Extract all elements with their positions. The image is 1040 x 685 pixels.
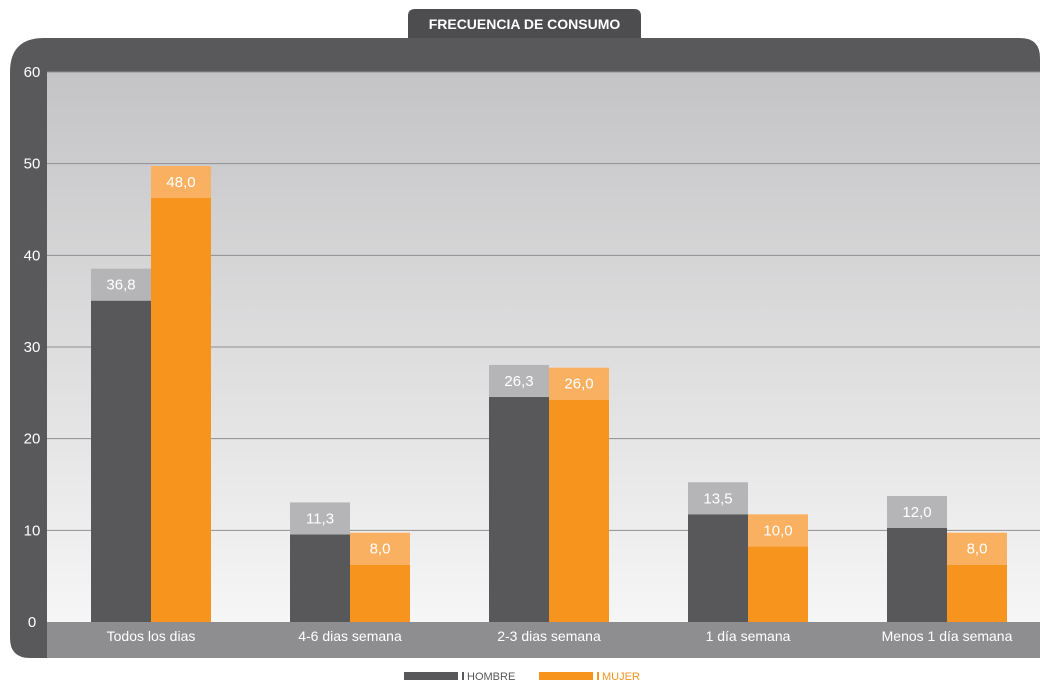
data-label: 26,3	[504, 373, 533, 390]
bar-cap-mujer	[748, 514, 808, 547]
data-label: 12,0	[902, 504, 931, 521]
y-tick-label: 40	[24, 247, 41, 264]
bar-hombre	[688, 514, 748, 622]
bar-cap-mujer	[151, 166, 211, 198]
data-label: 8,0	[370, 541, 391, 558]
data-label: 48,0	[166, 174, 195, 191]
y-tick-label: 10	[24, 522, 41, 539]
legend-label-hombre: HOMBRE	[467, 671, 515, 683]
category-label: Todos los dias	[107, 628, 196, 644]
bar-cap-hombre	[887, 496, 947, 528]
y-tick-label: 60	[24, 64, 41, 81]
title-tab	[408, 9, 641, 38]
bar-mujer	[947, 564, 1007, 622]
bar-hombre	[91, 300, 151, 622]
legend-item-hombre: HOMBRE	[404, 671, 515, 683]
bar-cap-hombre	[688, 482, 748, 515]
category-label: 4-6 dias semana	[298, 628, 402, 644]
data-label: 11,3	[306, 510, 334, 527]
bar-hombre	[887, 528, 947, 622]
legend: HOMBRE MUJER	[404, 671, 640, 683]
legend-swatch-hombre	[404, 672, 458, 680]
legend-marker-hombre	[462, 672, 464, 680]
bar-mujer	[151, 198, 211, 622]
data-label: 36,8	[106, 277, 135, 294]
data-label: 8,0	[967, 541, 988, 558]
legend-swatch-mujer	[539, 672, 593, 680]
legend-item-mujer: MUJER	[539, 671, 640, 683]
bar-cap-hombre	[489, 364, 549, 397]
bar-cap-hombre	[290, 502, 350, 535]
chart-title: FRECUENCIA DE CONSUMO	[429, 16, 621, 32]
y-tick-label: 20	[24, 431, 41, 448]
data-label: 26,0	[564, 376, 593, 393]
y-tick-label: 0	[28, 614, 36, 631]
category-label: Menos 1 día semana	[882, 628, 1013, 644]
bar-mujer	[549, 399, 609, 622]
category-label: 2-3 dias semana	[497, 628, 601, 644]
bar-mujer	[748, 546, 808, 622]
bar-cap-mujer	[350, 532, 410, 565]
legend-marker-mujer	[597, 672, 599, 680]
bar-hombre	[290, 534, 350, 622]
bar-cap-mujer	[549, 367, 609, 400]
data-label: 10,0	[763, 522, 792, 539]
y-tick-label: 30	[24, 339, 41, 356]
bar-mujer	[350, 564, 410, 622]
y-tick-label: 50	[24, 156, 41, 173]
category-band	[47, 622, 1040, 658]
category-label: 1 día semana	[706, 628, 791, 644]
bar-hombre	[489, 396, 549, 622]
legend-label-mujer: MUJER	[602, 671, 640, 683]
bar-cap-hombre	[91, 268, 151, 301]
data-label: 13,5	[703, 490, 732, 507]
bar-cap-mujer	[947, 532, 1007, 565]
